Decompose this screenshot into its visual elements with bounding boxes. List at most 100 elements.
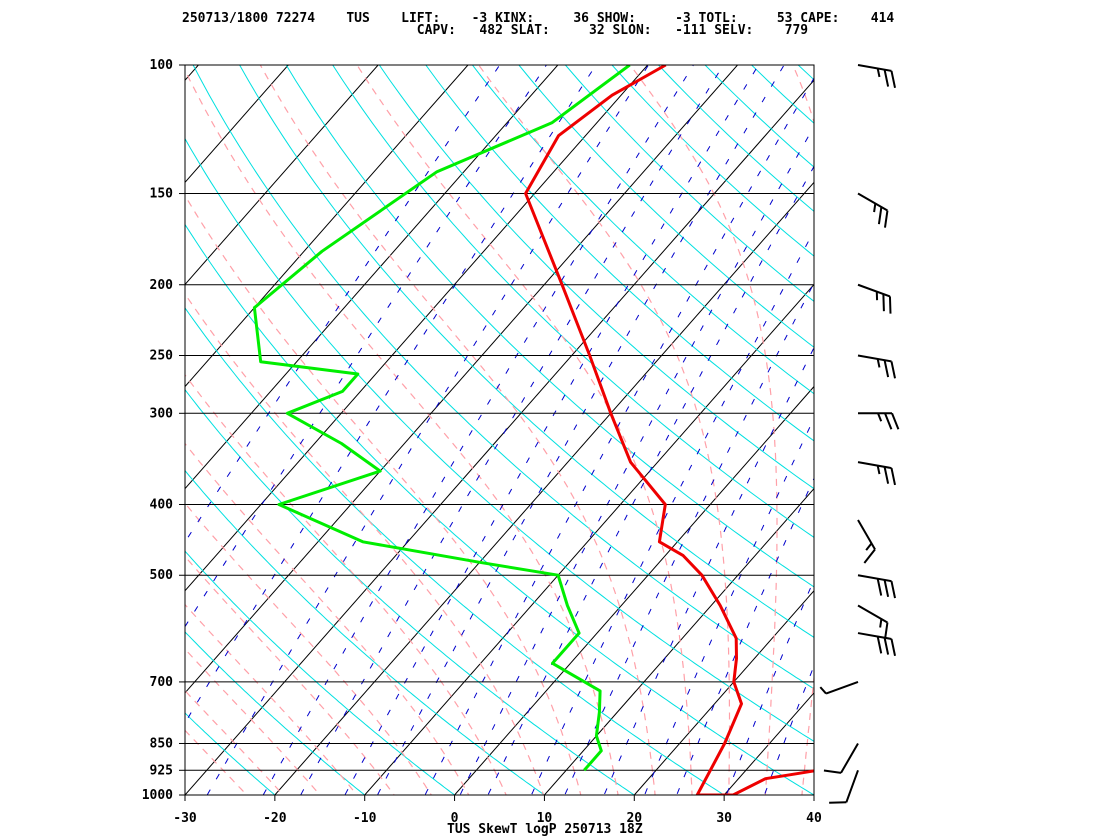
moist-adiabat <box>185 194 582 795</box>
dry-adiabat <box>750 65 814 124</box>
isotherm-line <box>994 65 1120 795</box>
header-line-1: 250713/1800 72274 TUS LIFT: -3 KINX: 36 … <box>182 11 894 26</box>
wind-barb-feather <box>883 637 890 655</box>
moist-adiabat <box>185 502 433 795</box>
wind-barb-staff <box>857 604 888 624</box>
mixing-ratio-line <box>424 77 814 795</box>
moist-adiabat <box>629 65 778 795</box>
wind-barb <box>857 64 896 88</box>
dry-adiabat <box>185 712 276 795</box>
isotherm-line <box>454 385 814 795</box>
wind-barb-feather <box>890 70 896 88</box>
moist-adiabat <box>185 555 395 795</box>
pressure-tick-label: 500 <box>150 568 174 583</box>
wind-barb-feather <box>876 578 883 596</box>
dry-adiabat <box>185 550 456 795</box>
dry-adiabat <box>185 388 636 795</box>
moist-adiabat <box>185 648 321 795</box>
dry-adiabat <box>425 65 814 442</box>
wind-barb-feather <box>888 296 892 314</box>
mixing-ratio-line <box>376 65 785 795</box>
wind-barb <box>857 283 892 314</box>
isotherm-line <box>364 283 814 795</box>
mixing-ratio-line <box>530 229 814 795</box>
isotherm-line <box>185 65 649 592</box>
wind-barb-feather <box>890 467 896 486</box>
wind-barb-feather <box>879 618 883 628</box>
moist-adiabat <box>185 603 358 795</box>
wind-barb-feather <box>819 686 827 695</box>
dry-adiabat <box>332 65 814 539</box>
mixing-ratio-line <box>185 65 547 628</box>
mixing-ratio-line <box>206 65 649 795</box>
dry-adiabat <box>185 223 814 795</box>
mixing-ratio-line <box>344 65 759 795</box>
wind-barb-feather <box>891 412 900 430</box>
background-grid <box>185 49 1120 811</box>
pressure-tick-label: 850 <box>150 736 174 751</box>
temperature-tick-labels: -30 -20 -10 0 10 20 30 40 <box>173 795 822 826</box>
pressure-tick-label: 925 <box>150 763 173 778</box>
wind-barb-feather <box>882 293 885 312</box>
isotherm-line <box>185 65 379 286</box>
moist-adiabat <box>792 65 814 795</box>
moist-adiabat <box>185 442 470 795</box>
mixing-ratio-line <box>185 65 597 724</box>
mixing-ratio-line <box>262 65 694 795</box>
wind-barb-feather <box>873 203 877 213</box>
wind-barb <box>857 604 889 640</box>
wind-barb <box>857 519 876 564</box>
moist-adiabat <box>185 729 248 795</box>
temperature-tick-label: 30 <box>716 811 732 826</box>
temperature-tick-label: 40 <box>806 811 822 826</box>
plot-frame <box>184 64 815 796</box>
mixing-ratio-line <box>185 65 501 543</box>
wind-barb <box>857 192 889 228</box>
wind-barbs <box>819 64 900 804</box>
wind-barb-feather <box>877 206 883 225</box>
dry-adiabat <box>704 65 814 168</box>
wind-barb-feather <box>876 68 881 78</box>
dry-adiabat <box>185 137 814 742</box>
temperature-tick-label: -20 <box>263 811 287 826</box>
wind-barb <box>857 574 896 599</box>
wind-barb <box>857 461 896 486</box>
moist-adiabat <box>185 292 545 795</box>
dry-adiabat <box>239 65 814 638</box>
isotherm-line <box>544 487 814 795</box>
wind-barb-feather <box>865 542 873 551</box>
wind-barb-feather <box>883 579 890 598</box>
wind-barb-feather <box>876 358 881 368</box>
pressure-tick-label: 300 <box>150 406 174 421</box>
temperature-profile <box>524 65 814 795</box>
mixing-ratio-line <box>487 165 814 795</box>
isotherm-line <box>185 65 469 388</box>
wind-barb-staff <box>857 461 892 470</box>
pressure-tick-label: 150 <box>150 187 174 202</box>
dry-adiabat <box>827 49 1120 811</box>
wind-barb-feather <box>823 769 842 774</box>
wind-barb-feather <box>890 638 896 657</box>
mixing-ratio-line <box>459 125 814 795</box>
wind-barb <box>857 354 896 379</box>
dry-adiabat <box>657 65 814 213</box>
dry-adiabat <box>185 469 546 795</box>
wind-barb-feather <box>883 466 890 484</box>
temperature-tick-label: 10 <box>537 811 553 826</box>
wind-barb-staff <box>840 742 859 774</box>
wind-barb-feather <box>883 622 889 640</box>
moist-adiabat <box>836 49 923 811</box>
wind-barb-feather <box>890 361 896 379</box>
dry-adiabat <box>471 65 814 395</box>
wind-barb-staff <box>845 769 859 803</box>
dry-adiabat <box>797 65 814 81</box>
pressure-tick-label: 400 <box>150 498 174 513</box>
dewpoint-profile <box>252 65 631 772</box>
wind-barb <box>823 742 859 774</box>
pressure-tick-label: 200 <box>150 278 174 293</box>
pressure-tick-label: 250 <box>150 348 174 363</box>
pressure-tick-label: 100 <box>150 58 174 73</box>
dry-adiabat <box>518 65 814 348</box>
temperature-tick-label: 0 <box>451 811 459 826</box>
wind-barb-feather <box>883 69 890 87</box>
